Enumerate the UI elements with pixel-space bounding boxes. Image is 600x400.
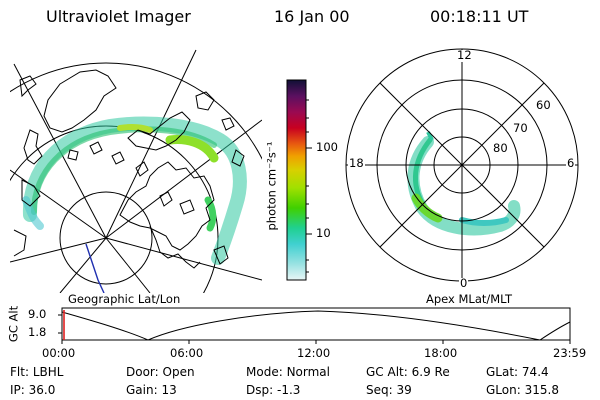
status-flt: Flt: LBHL (10, 365, 64, 379)
status-glat: GLat: 74.4 (486, 365, 549, 379)
coastlines (13, 69, 245, 269)
mlat-label-80: 80 (493, 141, 508, 155)
colorbar-tick-label-100: 100 (316, 140, 338, 154)
status-door: Door: Open (126, 365, 195, 379)
apex-map-caption: Apex MLat/MLT (426, 292, 513, 306)
header-date: 16 Jan 00 (274, 7, 350, 26)
mlt-label-18: 18 (348, 156, 365, 170)
colorbar-tick-label-10: 10 (316, 226, 331, 240)
timeline-x-ticks (61, 340, 571, 344)
mlt-diagonal-2 (379, 82, 545, 248)
status-ip: IP: 36.0 (10, 383, 56, 397)
geographic-map (10, 49, 262, 293)
header-time: 00:18:11 UT (430, 7, 529, 26)
meridian-lines (10, 49, 262, 293)
status-seq: Seq: 39 (366, 383, 412, 397)
altitude-timeline (58, 307, 571, 344)
altitude-curve (61, 310, 571, 341)
mlat-label-60: 60 (536, 98, 551, 112)
colorbar-gradient (286, 79, 307, 281)
aurora-oval-geo (22, 116, 247, 265)
geo-map-caption: Geographic Lat/Lon (68, 292, 181, 306)
timeline-xtick-1200: 12:00 (297, 346, 331, 360)
timeline-xtick-2359: 23:59 (553, 346, 587, 360)
timeline-ytick-1-8: 1.8 (28, 325, 47, 339)
mlt-label-6: 6 (566, 156, 576, 170)
timeline-xtick-0600: 06:00 (170, 346, 204, 360)
status-gc-alt: GC Alt: 6.9 Re (366, 365, 450, 379)
timeline-xtick-1800: 18:00 (424, 346, 458, 360)
mlat-label-70: 70 (513, 121, 528, 135)
status-dsp: Dsp: -1.3 (246, 383, 301, 397)
timeline-ytick-9: 9.0 (28, 307, 47, 321)
timeline-xtick-0000: 00:00 (42, 346, 76, 360)
satellite-track (85, 243, 105, 293)
app-title: Ultraviolet Imager (46, 7, 191, 26)
status-mode: Mode: Normal (246, 365, 330, 379)
colorbar-unit-label: photon cm⁻²s⁻¹ (264, 141, 279, 231)
status-glon: GLon: 315.8 (486, 383, 559, 397)
mlt-label-12: 12 (456, 48, 473, 62)
timeline-y-label: GC Alt (6, 305, 21, 343)
timeline-frame (61, 307, 571, 341)
mlt-label-0: 0 (459, 276, 469, 290)
apex-map (345, 48, 579, 282)
status-gain: Gain: 13 (126, 383, 177, 397)
